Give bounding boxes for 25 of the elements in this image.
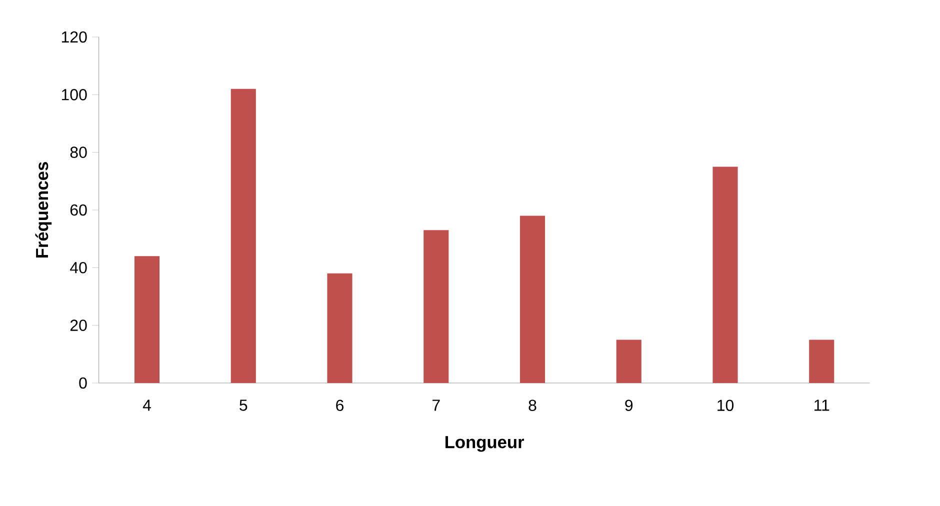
bar [230, 88, 256, 383]
bar [424, 230, 449, 383]
y-tick-label: 40 [70, 262, 87, 274]
x-tick-label: 6 [336, 400, 344, 412]
y-tick-label: 20 [70, 320, 87, 331]
x-tick-label: 7 [432, 400, 440, 411]
y-tick-label: 0 [79, 377, 87, 389]
x-tick-label: 11 [814, 400, 830, 411]
x-tick-label: 4 [142, 400, 151, 411]
y-tick-label: 80 [70, 146, 87, 158]
bar [809, 340, 834, 383]
x-tick-label: 10 [718, 400, 734, 412]
bar [712, 166, 738, 383]
y-tick-label: 60 [70, 204, 87, 216]
y-tick-label: 120 [62, 31, 87, 43]
x-axis-title: Longueur [446, 436, 524, 452]
y-tick-label: 100 [62, 89, 87, 100]
x-tick-label: 8 [528, 400, 536, 412]
x-tick-label: 5 [240, 400, 248, 411]
bar [327, 273, 352, 383]
bar [134, 256, 160, 383]
x-tick-label: 9 [625, 400, 633, 412]
y-axis-title: Fréquences [35, 162, 52, 258]
bar [616, 340, 642, 383]
bar [520, 216, 546, 383]
